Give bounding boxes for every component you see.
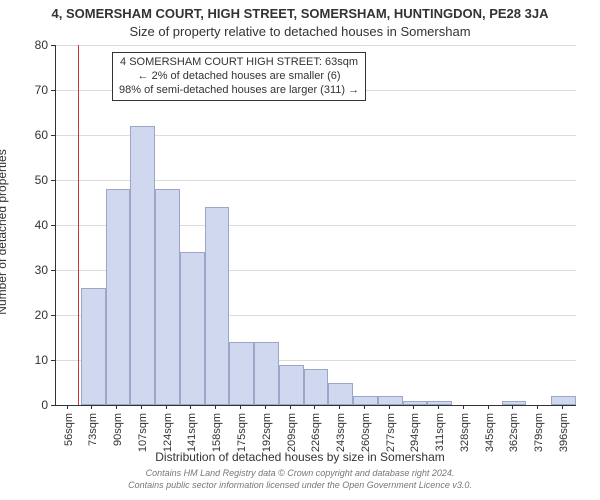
histogram-bar bbox=[130, 126, 155, 405]
x-tick-label: 362sqm bbox=[508, 413, 520, 452]
histogram-bar bbox=[502, 401, 527, 406]
annotation-line1: 4 SOMERSHAM COURT HIGH STREET: 63sqm bbox=[119, 56, 359, 70]
x-tick-mark bbox=[116, 405, 117, 409]
x-tick-mark bbox=[265, 405, 266, 409]
x-tick-label: 192sqm bbox=[261, 413, 273, 452]
x-tick-mark bbox=[141, 405, 142, 409]
x-tick-mark bbox=[389, 405, 390, 409]
histogram-bar bbox=[205, 207, 230, 405]
x-tick-label: 345sqm bbox=[484, 413, 496, 452]
x-tick-label: 107sqm bbox=[137, 413, 149, 452]
x-tick-label: 379sqm bbox=[533, 413, 545, 452]
x-tick-mark bbox=[190, 405, 191, 409]
x-tick-label: 124sqm bbox=[162, 413, 174, 452]
reference-line bbox=[78, 45, 79, 405]
x-tick-label: 311sqm bbox=[434, 413, 446, 451]
y-tick-label: 70 bbox=[8, 83, 48, 97]
x-tick-label: 73sqm bbox=[87, 413, 99, 446]
x-tick-label: 175sqm bbox=[236, 413, 248, 452]
y-tick-label: 60 bbox=[8, 128, 48, 142]
x-tick-mark bbox=[463, 405, 464, 409]
x-tick-mark bbox=[364, 405, 365, 409]
footer-line1: Contains HM Land Registry data © Crown c… bbox=[0, 468, 600, 480]
histogram-bar bbox=[155, 189, 180, 405]
histogram-bar bbox=[427, 401, 452, 406]
y-tick-label: 30 bbox=[8, 263, 48, 277]
histogram-bar bbox=[378, 396, 403, 405]
y-tick-label: 10 bbox=[8, 353, 48, 367]
histogram-bar bbox=[229, 342, 254, 405]
histogram-bar bbox=[328, 383, 353, 406]
x-tick-mark bbox=[314, 405, 315, 409]
x-axis-title: Distribution of detached houses by size … bbox=[0, 450, 600, 464]
x-tick-mark bbox=[290, 405, 291, 409]
histogram-bar bbox=[551, 396, 576, 405]
x-tick-mark bbox=[438, 405, 439, 409]
grid-line bbox=[56, 45, 576, 46]
x-tick-label: 158sqm bbox=[211, 413, 223, 452]
x-tick-mark bbox=[537, 405, 538, 409]
x-tick-label: 90sqm bbox=[112, 413, 124, 446]
x-tick-mark bbox=[413, 405, 414, 409]
y-tick-label: 0 bbox=[8, 398, 48, 412]
annotation-line3: 98% of semi-detached houses are larger (… bbox=[119, 84, 359, 98]
x-tick-mark bbox=[67, 405, 68, 409]
x-tick-mark bbox=[215, 405, 216, 409]
x-tick-mark bbox=[166, 405, 167, 409]
x-tick-mark bbox=[562, 405, 563, 409]
x-tick-mark bbox=[512, 405, 513, 409]
histogram-bar bbox=[304, 369, 329, 405]
x-tick-label: 226sqm bbox=[310, 413, 322, 452]
histogram-bar bbox=[403, 401, 428, 406]
histogram-bar bbox=[353, 396, 378, 405]
x-tick-mark bbox=[488, 405, 489, 409]
histogram-bar bbox=[106, 189, 131, 405]
x-tick-label: 277sqm bbox=[385, 413, 397, 452]
x-tick-mark bbox=[339, 405, 340, 409]
footer-line2: Contains public sector information licen… bbox=[0, 480, 600, 492]
x-tick-label: 396sqm bbox=[558, 413, 570, 452]
x-tick-label: 141sqm bbox=[186, 413, 198, 452]
x-tick-label: 243sqm bbox=[335, 413, 347, 452]
y-tick-label: 80 bbox=[8, 38, 48, 52]
x-tick-label: 294sqm bbox=[409, 413, 421, 452]
x-tick-label: 328sqm bbox=[459, 413, 471, 452]
x-tick-mark bbox=[240, 405, 241, 409]
annotation-box: 4 SOMERSHAM COURT HIGH STREET: 63sqm ← 2… bbox=[112, 52, 366, 101]
x-tick-label: 209sqm bbox=[286, 413, 298, 452]
y-tick-label: 50 bbox=[8, 173, 48, 187]
histogram-bar bbox=[254, 342, 279, 405]
address-title: 4, SOMERSHAM COURT, HIGH STREET, SOMERSH… bbox=[0, 6, 600, 21]
x-tick-label: 56sqm bbox=[63, 413, 75, 446]
page-root: 4, SOMERSHAM COURT, HIGH STREET, SOMERSH… bbox=[0, 0, 600, 500]
footer: Contains HM Land Registry data © Crown c… bbox=[0, 468, 600, 491]
x-tick-label: 260sqm bbox=[360, 413, 372, 452]
annotation-line2: ← 2% of detached houses are smaller (6) bbox=[119, 70, 359, 84]
histogram-bar bbox=[81, 288, 106, 405]
y-tick-label: 40 bbox=[8, 218, 48, 232]
histogram-bar bbox=[180, 252, 205, 405]
chart-subtitle: Size of property relative to detached ho… bbox=[0, 24, 600, 39]
histogram-bar bbox=[279, 365, 304, 406]
x-tick-mark bbox=[91, 405, 92, 409]
y-tick-label: 20 bbox=[8, 308, 48, 322]
